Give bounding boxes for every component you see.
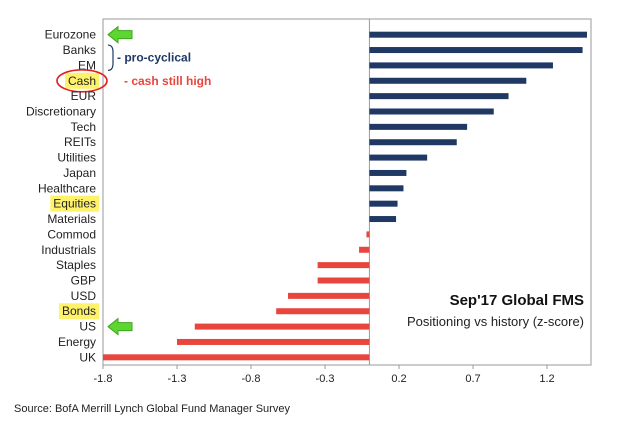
category-label-discretionary: Discretionary: [26, 105, 96, 119]
x-tick-label: -1.3: [168, 373, 187, 385]
category-label-reits: REITs: [64, 135, 96, 149]
circle-cash: [56, 68, 108, 93]
category-label-staples: Staples: [56, 258, 96, 272]
arrow-us-icon: [107, 317, 133, 336]
category-label-eurozone: Eurozone: [45, 28, 97, 42]
category-label-healthcare: Healthcare: [38, 181, 96, 195]
bar-us: [194, 323, 370, 330]
bar-energy: [177, 338, 370, 345]
category-label-usd: USD: [71, 289, 97, 303]
bar-reits: [369, 139, 457, 146]
bar-eur: [369, 93, 509, 100]
highlight-bonds: [58, 303, 99, 320]
bar-uk: [103, 354, 370, 361]
category-label-materials: Materials: [47, 212, 96, 226]
bar-equities: [369, 200, 398, 207]
bar-commod: [366, 231, 370, 238]
x-tick-label: -0.8: [242, 373, 261, 385]
plot-frame: [102, 18, 592, 366]
bar-gbp: [317, 277, 370, 284]
x-tick-label: 0.7: [465, 373, 480, 385]
arrow-eurozone-icon: [107, 25, 133, 44]
bar-japan: [369, 169, 407, 176]
bracket-pro-cyclical: [107, 44, 114, 72]
category-label-banks: Banks: [63, 43, 96, 57]
category-label-uk: UK: [79, 350, 96, 364]
annotation-cash-high: - cash still high: [124, 74, 211, 88]
chart-title: Sep'17 Global FMS: [450, 292, 584, 309]
bar-staples: [317, 262, 370, 269]
bar-cash: [369, 77, 527, 84]
highlight-cash: [64, 72, 99, 89]
bar-banks: [369, 47, 583, 54]
category-label-utilities: Utilities: [57, 151, 96, 165]
annotation-pro-cyclical: - pro-cyclical: [117, 51, 191, 65]
bar-bonds: [276, 308, 370, 315]
category-label-em: EM: [78, 58, 96, 72]
category-label-japan: Japan: [63, 166, 96, 180]
category-label-commod: Commod: [47, 227, 96, 241]
category-label-gbp: GBP: [71, 274, 96, 288]
category-label-cash: Cash: [68, 74, 96, 88]
bar-usd: [288, 292, 370, 299]
bar-utilities: [369, 154, 428, 161]
category-label-us: US: [79, 320, 96, 334]
bar-discretionary: [369, 108, 494, 115]
x-tick-label: -0.3: [316, 373, 335, 385]
bar-eurozone: [369, 31, 587, 38]
highlight-equities: [50, 195, 99, 212]
source-note: Source: BofA Merrill Lynch Global Fund M…: [14, 403, 290, 415]
bar-tech: [369, 123, 468, 130]
chart-subtitle: Positioning vs history (z-score): [407, 314, 584, 329]
category-label-tech: Tech: [71, 120, 96, 134]
category-label-bonds: Bonds: [62, 304, 96, 318]
category-label-equities: Equities: [53, 197, 96, 211]
bar-em: [369, 62, 553, 69]
x-tick-label: 1.2: [539, 373, 554, 385]
bar-healthcare: [369, 185, 404, 192]
category-label-energy: Energy: [58, 335, 96, 349]
bar-industrials: [359, 246, 370, 253]
x-tick-label: 0.2: [391, 373, 406, 385]
category-label-industrials: Industrials: [41, 243, 96, 257]
category-label-eur: EUR: [71, 89, 97, 103]
bar-materials: [369, 216, 397, 223]
x-tick-label: -1.8: [94, 373, 113, 385]
